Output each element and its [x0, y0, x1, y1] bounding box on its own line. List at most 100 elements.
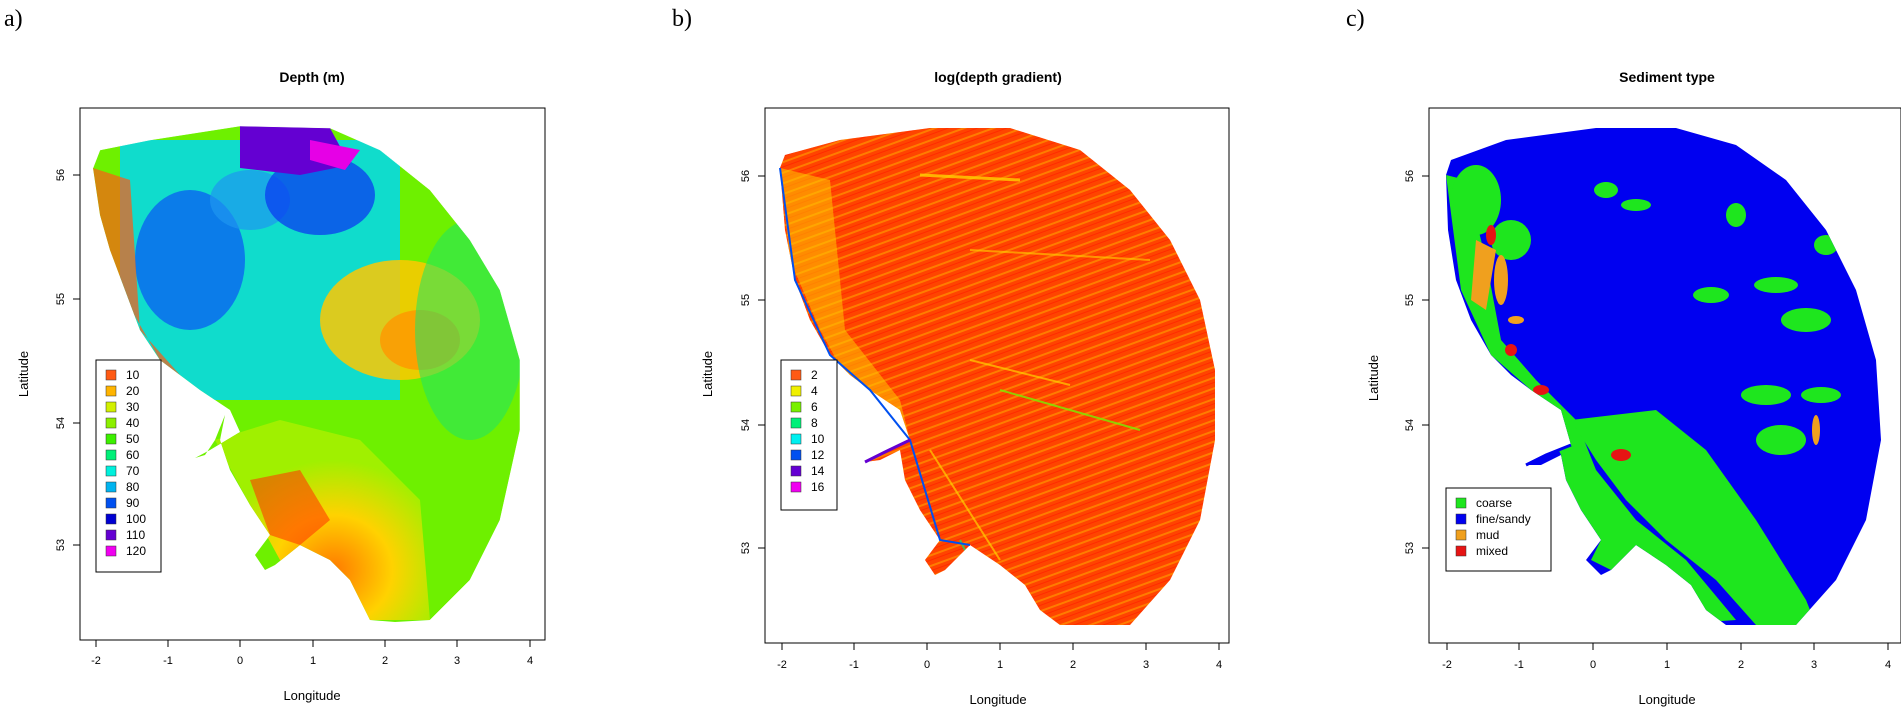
- x-tick-label: 0: [924, 659, 930, 671]
- legend-swatch: [105, 497, 117, 509]
- panel-c-letter: c): [1346, 6, 1365, 32]
- legend-label: 10: [811, 432, 825, 446]
- x-tick-label: 4: [527, 655, 533, 667]
- y-tick-label: 53: [1404, 542, 1416, 554]
- x-tick-label: 1: [1664, 659, 1670, 671]
- panel-a-title: Depth (m): [279, 69, 344, 85]
- legend-label: 16: [811, 480, 825, 494]
- legend-swatch: [790, 481, 802, 493]
- x-tick-label: -1: [1514, 659, 1524, 671]
- legend-swatch: [105, 385, 117, 397]
- plot-frame: [764, 107, 1230, 644]
- legend-label: 40: [126, 416, 140, 430]
- y-tick-label: 54: [55, 417, 67, 429]
- legend-label: 70: [126, 464, 140, 478]
- panel-c-title: Sediment type: [1619, 69, 1715, 85]
- x-tick-label: -1: [849, 659, 859, 671]
- legend-swatch: [105, 465, 117, 477]
- legend-label: 90: [126, 496, 140, 510]
- y-axis-label: Latitude: [700, 351, 715, 397]
- legend-swatch: [105, 401, 117, 413]
- legend-label: 80: [126, 480, 140, 494]
- legend-swatch: [790, 369, 802, 381]
- depth-legend: 10 20 30 40 50 60 70 80 90 100 110 120: [95, 359, 162, 573]
- x-tick-label: 0: [1590, 659, 1596, 671]
- y-axis-label: Latitude: [16, 351, 31, 397]
- legend-label: 50: [126, 432, 140, 446]
- y-tick-label: 55: [55, 293, 67, 305]
- gradient-legend: 2 4 6 8 10 12 14 16: [780, 359, 838, 511]
- x-tick-label: -2: [91, 655, 101, 667]
- y-tick-label: 55: [1404, 294, 1416, 306]
- legend-label: 110: [126, 528, 145, 542]
- x-tick-label: 4: [1885, 659, 1891, 671]
- y-axis: 53 54 55 56: [55, 169, 80, 551]
- y-axis-label: Latitude: [1366, 355, 1381, 401]
- x-axis: -2 -1 0 1 2 3 4: [91, 640, 533, 667]
- x-tick-label: 1: [310, 655, 316, 667]
- x-tick-label: 4: [1216, 659, 1222, 671]
- x-tick-label: 3: [454, 655, 460, 667]
- legend-swatch: [790, 385, 802, 397]
- legend-swatch: [790, 401, 802, 413]
- legend-swatch: [790, 433, 802, 445]
- legend-label: 60: [126, 448, 140, 462]
- legend-label: 10: [126, 368, 140, 382]
- legend-label: mud: [1476, 528, 1499, 542]
- legend-label: 12: [811, 448, 825, 462]
- legend-swatch: [105, 529, 117, 541]
- legend-label: 2: [811, 368, 818, 382]
- y-tick-label: 56: [55, 169, 67, 181]
- legend-swatch: [105, 481, 117, 493]
- y-tick-label: 56: [740, 170, 752, 182]
- legend-swatch: [105, 433, 117, 445]
- x-tick-label: 1: [997, 659, 1003, 671]
- y-tick-label: 56: [1404, 170, 1416, 182]
- x-tick-label: 3: [1143, 659, 1149, 671]
- gradient-map-panel: log(depth gradient) -2 -1 0 1 2 3 4 Long…: [700, 69, 1230, 707]
- legend-swatch: [105, 513, 117, 525]
- y-tick-label: 54: [1404, 419, 1416, 431]
- x-tick-label: -2: [1442, 659, 1452, 671]
- x-tick-label: 0: [237, 655, 243, 667]
- legend-swatch: [105, 417, 117, 429]
- legend-label: 120: [126, 544, 146, 558]
- legend-swatch: [105, 369, 117, 381]
- x-axis: -2 -1 0 1 2 3 4: [777, 643, 1222, 671]
- y-tick-label: 55: [740, 294, 752, 306]
- y-tick-label: 54: [740, 419, 752, 431]
- y-axis: 53 54 55 56: [740, 170, 765, 554]
- panel-a-letter: a): [4, 6, 23, 32]
- legend-swatch: [1455, 545, 1467, 557]
- sediment-map-panel: Sediment type -2 -1 0: [1366, 69, 1901, 707]
- y-axis: 53 54 55 56: [1404, 170, 1429, 554]
- y-tick-label: 53: [55, 539, 67, 551]
- legend-label: 4: [811, 384, 818, 398]
- panel-b-letter: b): [672, 6, 692, 32]
- legend-label: 8: [811, 416, 818, 430]
- legend-swatch: [1455, 513, 1467, 525]
- plot-frame: [1428, 107, 1901, 644]
- y-tick-label: 53: [740, 542, 752, 554]
- legend-swatch: [790, 465, 802, 477]
- x-tick-label: -2: [777, 659, 787, 671]
- legend-label: 20: [126, 384, 140, 398]
- legend-label: coarse: [1476, 496, 1512, 510]
- legend-label: 6: [811, 400, 818, 414]
- x-tick-label: 3: [1811, 659, 1817, 671]
- legend-label: 100: [126, 512, 146, 526]
- x-tick-label: -1: [163, 655, 173, 667]
- sediment-legend: coarse fine/sandy mud mixed: [1445, 487, 1552, 572]
- x-axis-label: Longitude: [969, 692, 1026, 707]
- legend-label: 30: [126, 400, 140, 414]
- depth-map-panel: Depth (m) -2 -1 0 1 2 3 4 Longitude: [16, 69, 546, 703]
- legend-swatch: [105, 449, 117, 461]
- legend-label: 14: [811, 464, 825, 478]
- legend-swatch: [1455, 529, 1467, 541]
- x-axis-label: Longitude: [283, 688, 340, 703]
- x-axis-label: Longitude: [1638, 692, 1695, 707]
- x-tick-label: 2: [1070, 659, 1076, 671]
- x-tick-label: 2: [382, 655, 388, 667]
- legend-swatch: [1455, 497, 1467, 509]
- x-tick-label: 2: [1738, 659, 1744, 671]
